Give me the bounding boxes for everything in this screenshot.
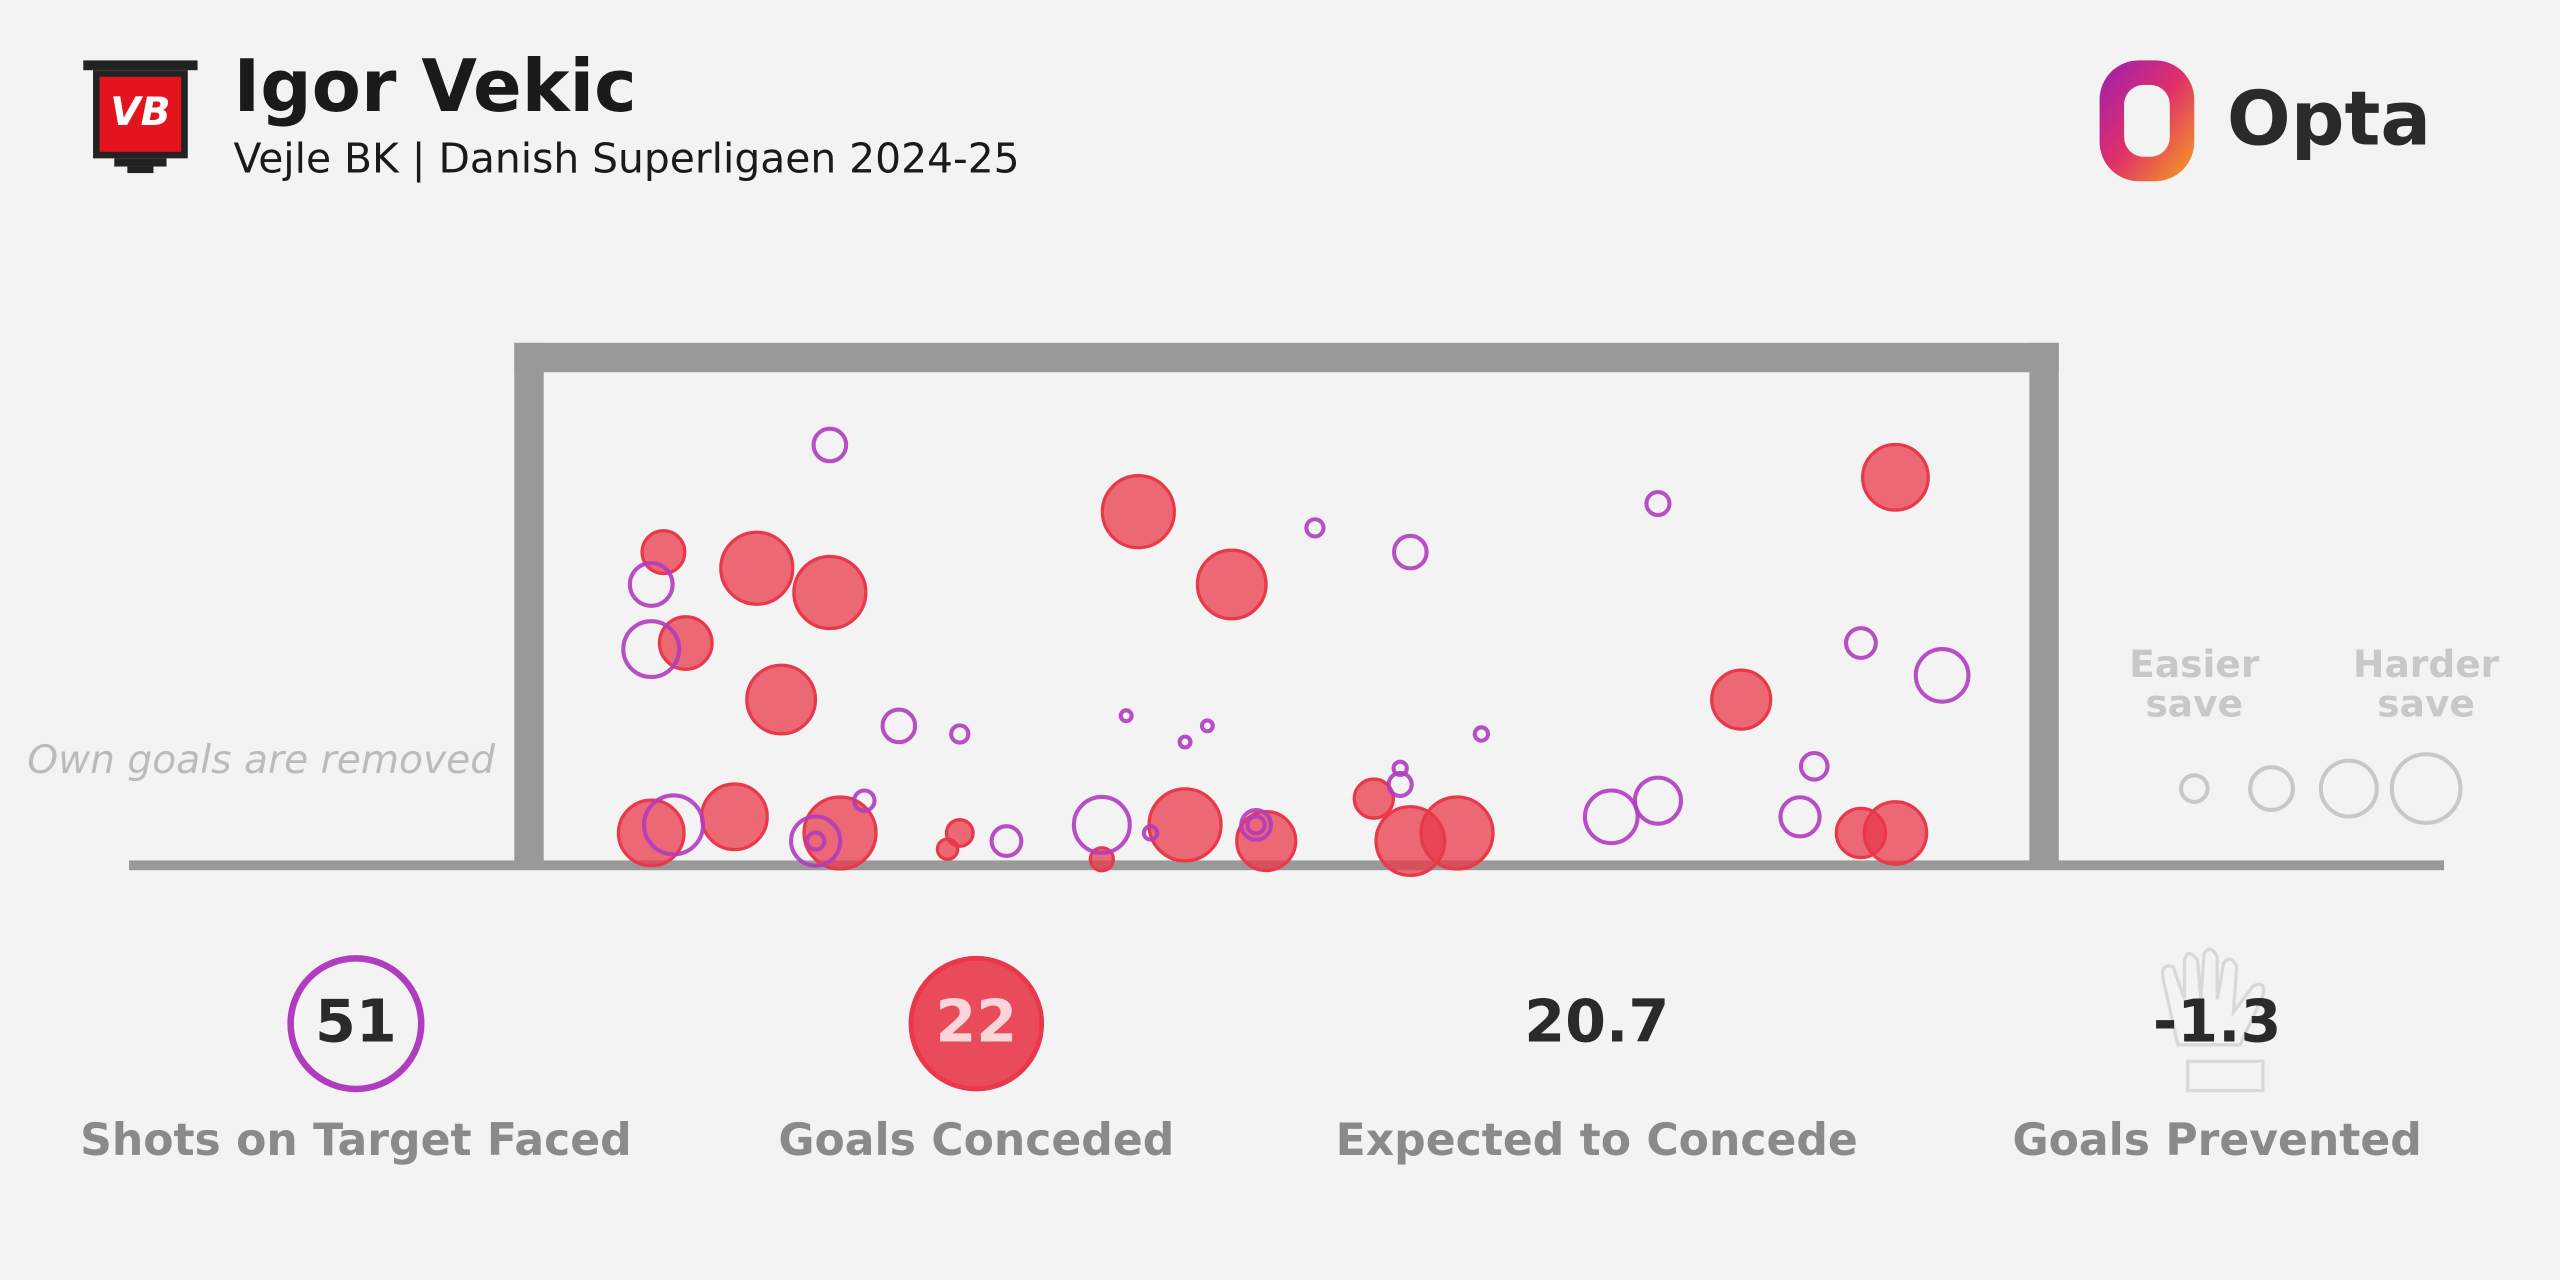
saved-shot — [1913, 647, 1971, 704]
goal-shot — [1419, 795, 1495, 871]
saved-shot — [852, 788, 877, 813]
stat-value: 20.7 — [1524, 986, 1669, 1055]
legend-easier-text-line2: save — [2145, 681, 2243, 725]
saved-shot — [1304, 517, 1326, 539]
stat-value: 51 — [315, 986, 397, 1055]
saved-shot — [627, 561, 675, 608]
saved-shot — [789, 814, 843, 868]
plot: 51 Shots on Target Faced 22 Goals Conceded 2… — [80, 426, 2463, 1166]
goal-shot — [935, 837, 960, 861]
brand: Opta — [2227, 75, 2431, 163]
size-legend-circle — [2248, 765, 2295, 812]
saved-shot — [1177, 734, 1193, 750]
stat-disc — [908, 955, 1045, 1092]
size-legend-circle — [2178, 773, 2210, 804]
saved-shot — [989, 824, 1024, 858]
legend-harder: Harder save — [2353, 642, 2500, 725]
goal-shot — [792, 554, 868, 631]
title: Igor Vekic — [233, 44, 636, 128]
goal-shot — [1147, 787, 1223, 863]
saved-shot — [949, 723, 971, 745]
stat-value: 22 — [935, 986, 1017, 1055]
club-badge: VB — [83, 60, 198, 174]
goal-shot — [1861, 442, 1930, 512]
stat-label: Shots on Target Faced — [80, 1115, 632, 1166]
saved-shot — [1472, 725, 1491, 743]
goal-shot — [1862, 800, 1929, 866]
opta-logo: Opta — [2099, 60, 2431, 182]
goal-shot — [616, 798, 686, 868]
saved-shot — [1778, 795, 1822, 839]
saved-shot — [1386, 770, 1414, 799]
goal-shot — [1235, 809, 1298, 873]
stat-value: -1.3 — [2153, 986, 2282, 1055]
goal-shot — [745, 663, 818, 736]
saved-shot — [1632, 775, 1684, 826]
saved-shot — [1844, 626, 1878, 660]
size-legend-circle — [2318, 758, 2379, 819]
saved-shot — [621, 619, 682, 680]
saved-shot — [1239, 807, 1273, 842]
goal-shot — [700, 782, 769, 852]
saved-shot — [1141, 824, 1160, 842]
legend-harder-text-line2: save — [2377, 681, 2475, 725]
saved-shot — [1582, 788, 1640, 846]
goal-shot — [1352, 777, 1396, 820]
legend-harder-text: Harder — [2353, 642, 2500, 686]
legend-easier-text: Easier — [2129, 642, 2260, 686]
note: Own goals are removed — [27, 738, 496, 783]
saved-shot — [1245, 814, 1267, 836]
saved-shot — [1199, 718, 1215, 734]
saved-shot — [1392, 533, 1429, 571]
saved-shot — [805, 830, 827, 852]
saved-shot — [1071, 794, 1132, 855]
goal-shot — [1195, 548, 1268, 621]
stat-ring — [287, 955, 425, 1093]
badge-text: VB — [110, 90, 170, 135]
subtitle: Vejle BK | Danish Superligaen 2024-25 — [233, 135, 1019, 183]
legend-easier: Easier save — [2129, 642, 2260, 725]
saved-shot — [811, 426, 849, 464]
stat-label: Goals Conceded — [778, 1115, 1174, 1166]
saved-shot — [1644, 490, 1672, 518]
stat-label: Goals Prevented — [2012, 1115, 2421, 1166]
goal-shot — [719, 530, 795, 606]
goal-shot — [1710, 668, 1773, 731]
size-legend-circle — [2389, 752, 2463, 825]
saved-shot — [1798, 750, 1830, 782]
goal-shot — [1100, 474, 1176, 550]
glove-icon — [2161, 947, 2266, 1093]
goal-frame — [128, 342, 2445, 871]
stat-label: Expected to Concede — [1336, 1115, 1858, 1166]
saved-shot — [642, 793, 706, 857]
saved-shot — [880, 707, 918, 745]
saved-shot — [1118, 708, 1134, 724]
